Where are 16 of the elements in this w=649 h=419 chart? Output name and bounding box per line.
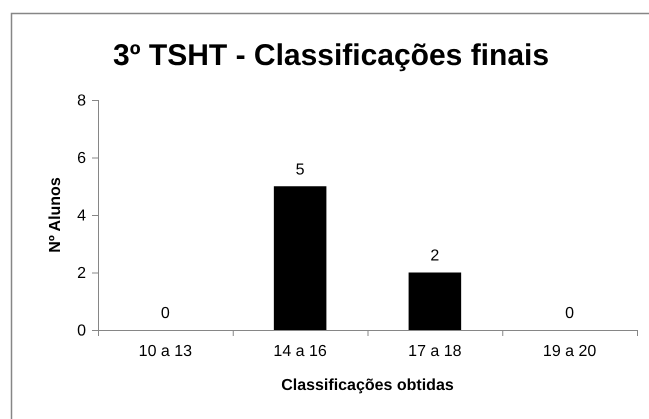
y-tick-label: 8	[77, 92, 86, 110]
y-tick-label: 2	[77, 265, 86, 282]
x-axis-title: Classificações obtidas	[281, 377, 454, 394]
data-label: 2	[430, 248, 440, 264]
data-label: 5	[296, 161, 305, 178]
x-tick-label: 10 a 13	[138, 343, 192, 360]
chart-title: 3º TSHT - Classificações finais	[112, 39, 550, 72]
y-tick-label: 6	[77, 150, 86, 168]
x-tick-label: 17 a 18	[408, 343, 462, 360]
x-tick-label: 14 a 16	[273, 343, 327, 360]
y-tick-label: 0	[77, 322, 86, 340]
y-tick-label: 4	[77, 208, 86, 225]
data-label: 0	[160, 305, 170, 322]
data-label: 0	[565, 305, 574, 322]
y-axis-title: Nº Alunos	[47, 177, 64, 253]
x-tick-label: 19 a 20	[542, 343, 596, 360]
